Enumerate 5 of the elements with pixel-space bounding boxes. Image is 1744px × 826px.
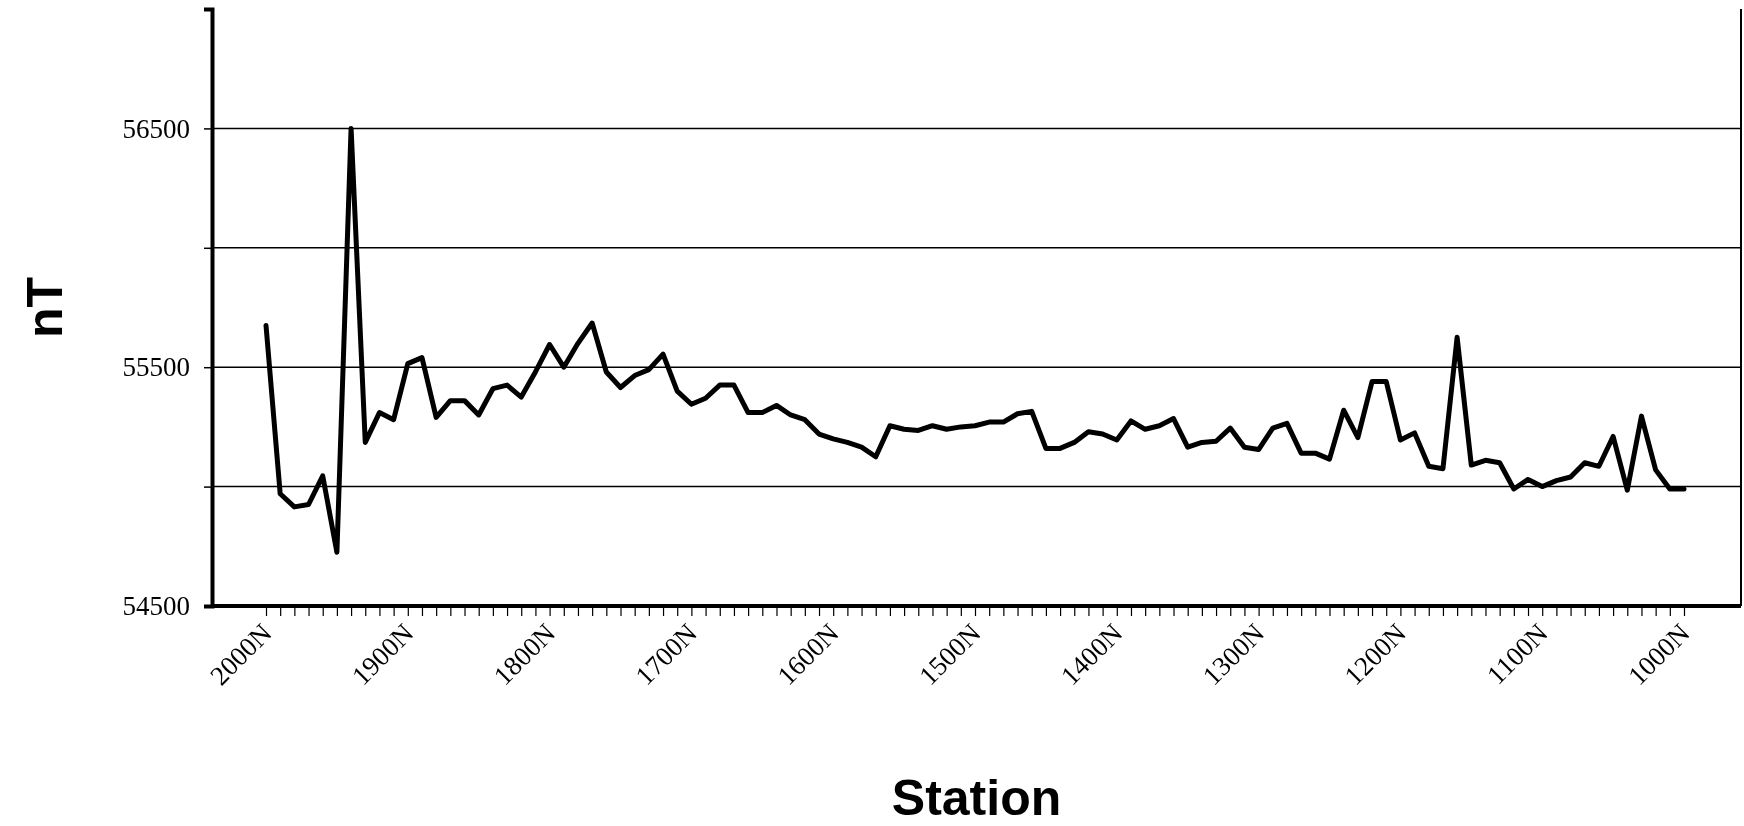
y-tick-label: 56500 (122, 113, 190, 144)
y-tick-label: 55500 (122, 352, 190, 383)
x-axis-title: Station (891, 770, 1062, 826)
y-tick-label: 54500 (122, 591, 190, 622)
y-axis-title: nT (17, 276, 73, 339)
